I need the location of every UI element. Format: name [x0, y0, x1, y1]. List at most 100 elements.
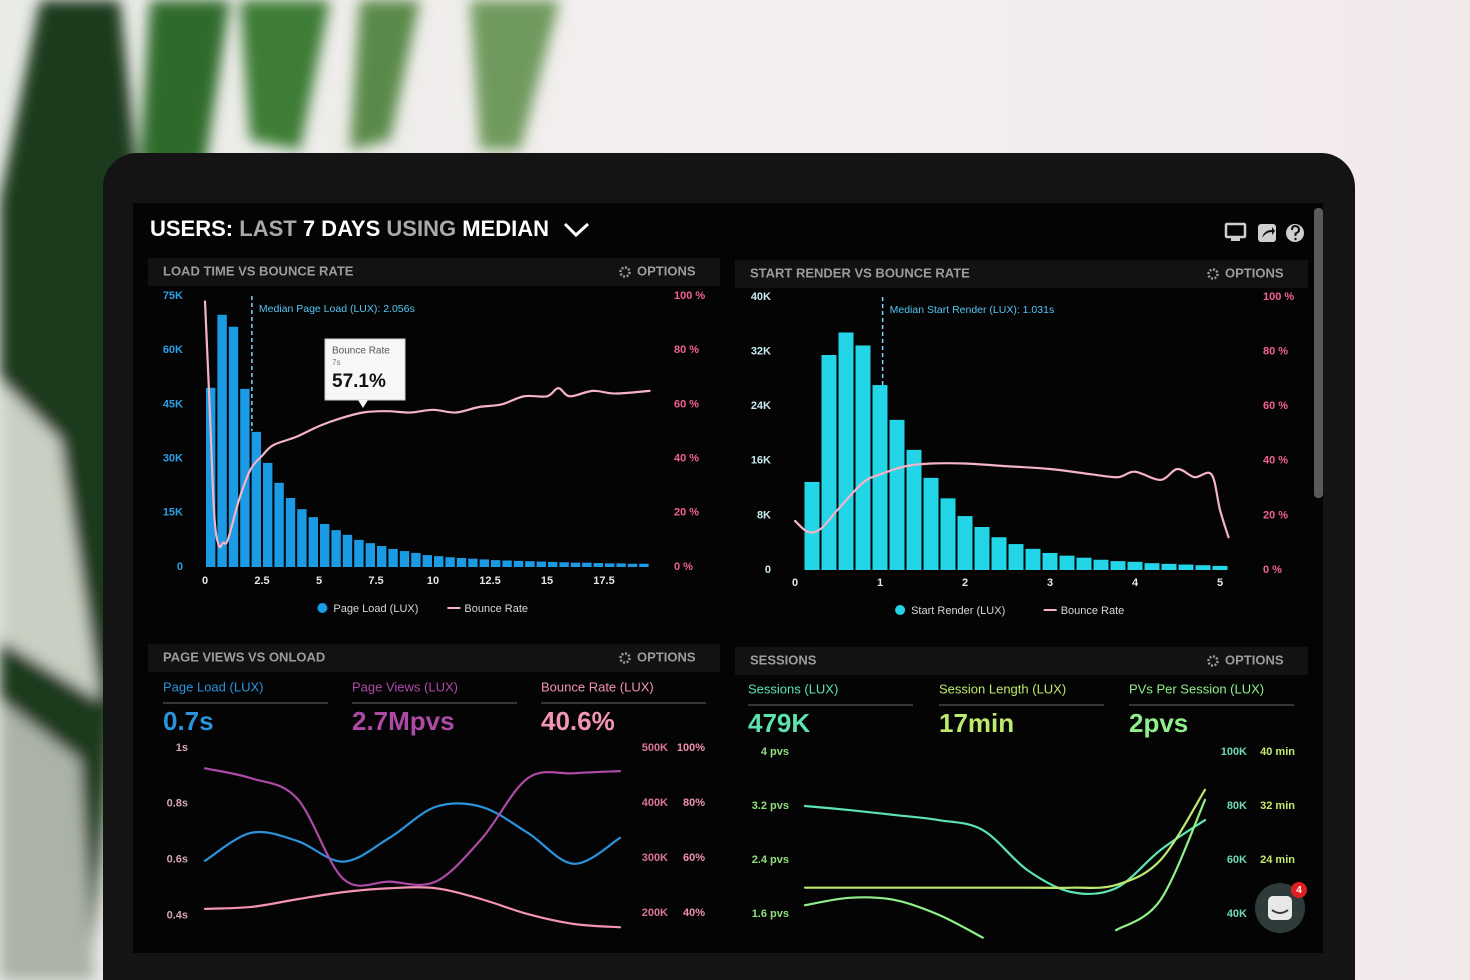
- bar: [1076, 557, 1092, 570]
- bar: [889, 419, 905, 570]
- y2-tick-label: 100 %: [674, 290, 705, 302]
- bar: [354, 539, 364, 567]
- y3-tick-label: 40%: [683, 907, 705, 919]
- bar: [940, 498, 956, 570]
- toolbar-icons: [1224, 222, 1304, 242]
- bar: [479, 559, 489, 567]
- median-label: Median Page Load (LUX): 2.056s: [259, 303, 415, 315]
- x-tick-label: 5: [316, 575, 322, 587]
- y2-tick-label: 100 %: [1263, 291, 1294, 303]
- bar: [1144, 563, 1160, 570]
- y2-tick-label: 60K: [1227, 854, 1247, 866]
- tooltip-x: 7s: [332, 358, 340, 367]
- bar: [228, 326, 239, 567]
- panel: SESSIONS OPTIONS 4 pvs 3.2 pvs 2.4 pvs 1.6 pv…: [735, 647, 1308, 939]
- bar: [536, 561, 546, 567]
- y2-tick-label: 200K: [642, 907, 668, 919]
- bar: [639, 563, 649, 567]
- chat-widget[interactable]: 4: [1255, 882, 1307, 933]
- x-tick-label: 5: [1217, 577, 1223, 589]
- x-tick-label: 10: [427, 575, 439, 587]
- bar: [974, 527, 990, 570]
- x-tick-label: 17.5: [593, 575, 614, 587]
- bar: [1195, 565, 1211, 570]
- y2-tick-label: 100K: [1221, 746, 1247, 758]
- x-tick-label: 0: [792, 577, 798, 589]
- bar: [491, 560, 501, 567]
- kpi-label: Bounce Rate (LUX): [541, 679, 654, 694]
- bar: [838, 332, 854, 570]
- legend-label: Page Load (LUX): [333, 603, 418, 615]
- series-line: [803, 788, 1207, 889]
- y2-tick-label: 0 %: [674, 561, 693, 573]
- y-tick-label: 60K: [163, 344, 183, 356]
- y-tick-label: 75K: [163, 290, 183, 302]
- y2-tick-label: 300K: [642, 852, 668, 864]
- y-tick-label: 16K: [751, 455, 771, 467]
- y3-tick-label: 24 min: [1260, 854, 1295, 866]
- bar: [525, 561, 535, 567]
- median-label: Median Start Render (LUX): 1.031s: [890, 304, 1055, 316]
- bar: [388, 548, 398, 567]
- y-tick-label: 45K: [163, 398, 183, 410]
- y-tick-label: 32K: [751, 346, 771, 358]
- bar: [548, 561, 558, 567]
- options-button[interactable]: OPTIONS: [619, 649, 696, 664]
- title-part: LAST: [239, 216, 297, 241]
- bar: [1008, 544, 1024, 570]
- bar: [320, 524, 330, 567]
- bar: [365, 543, 375, 567]
- bar: [399, 551, 410, 567]
- y2-tick-label: 60 %: [1263, 400, 1288, 412]
- kpi-value: 17min: [939, 708, 1014, 738]
- scrollbar[interactable]: [1314, 208, 1323, 498]
- bar: [513, 560, 524, 567]
- bar: [906, 449, 922, 570]
- y2-tick-label: 0 %: [1263, 564, 1282, 576]
- x-tick-label: 12.5: [479, 575, 500, 587]
- options-button[interactable]: OPTIONS: [1207, 652, 1284, 667]
- series-line: [203, 767, 622, 887]
- y-tick-label: 0: [765, 564, 771, 576]
- options-button[interactable]: OPTIONS: [1207, 265, 1284, 280]
- series-line: [1115, 798, 1207, 932]
- share-icon[interactable]: [1258, 224, 1276, 242]
- bar: [240, 388, 250, 567]
- y2-tick-label: 80 %: [1263, 346, 1288, 358]
- bar: [331, 530, 341, 567]
- bar: [1110, 561, 1126, 570]
- x-tick-label: 15: [541, 575, 553, 587]
- series-line: [203, 886, 622, 929]
- bar: [434, 556, 444, 567]
- help-icon[interactable]: [1286, 224, 1304, 242]
- y3-tick-label: 32 min: [1260, 800, 1295, 812]
- bar: [804, 481, 820, 570]
- panel: PAGE VIEWS VS ONLOAD OPTIONS 1s 0.8s 0.6s 0.4…: [148, 644, 720, 929]
- monitor-icon[interactable]: [1224, 222, 1247, 241]
- gear-icon: [619, 266, 631, 278]
- y2-tick-label: 40K: [1227, 908, 1247, 920]
- y2-tick-label: 500K: [642, 742, 668, 754]
- bar: [593, 563, 603, 567]
- options-button[interactable]: OPTIONS: [619, 263, 696, 278]
- y2-tick-label: 20 %: [674, 507, 699, 519]
- dropdown-chevron[interactable]: [563, 222, 590, 238]
- bar: [217, 314, 227, 567]
- bar: [570, 562, 581, 567]
- y-tick-label: 0.8s: [167, 798, 188, 810]
- dashboard-panels: LOAD TIME VS BOUNCE RATE OPTIONS015K30K45…: [148, 258, 1308, 939]
- bar: [274, 482, 284, 567]
- bar: [1127, 561, 1143, 570]
- y-tick-label: 30K: [163, 453, 183, 465]
- bar: [285, 497, 296, 567]
- y-tick-label: 40K: [751, 291, 771, 303]
- bar: [821, 355, 837, 570]
- y3-tick-label: 40 min: [1260, 746, 1295, 758]
- title-part: USING: [386, 216, 456, 241]
- y2-tick-label: 80 %: [674, 344, 699, 356]
- dashboard-title[interactable]: USERS: LAST 7 DAYS USING MEDIAN: [150, 216, 549, 241]
- y2-tick-label: 80K: [1227, 800, 1247, 812]
- tooltip-title: Bounce Rate: [332, 346, 390, 357]
